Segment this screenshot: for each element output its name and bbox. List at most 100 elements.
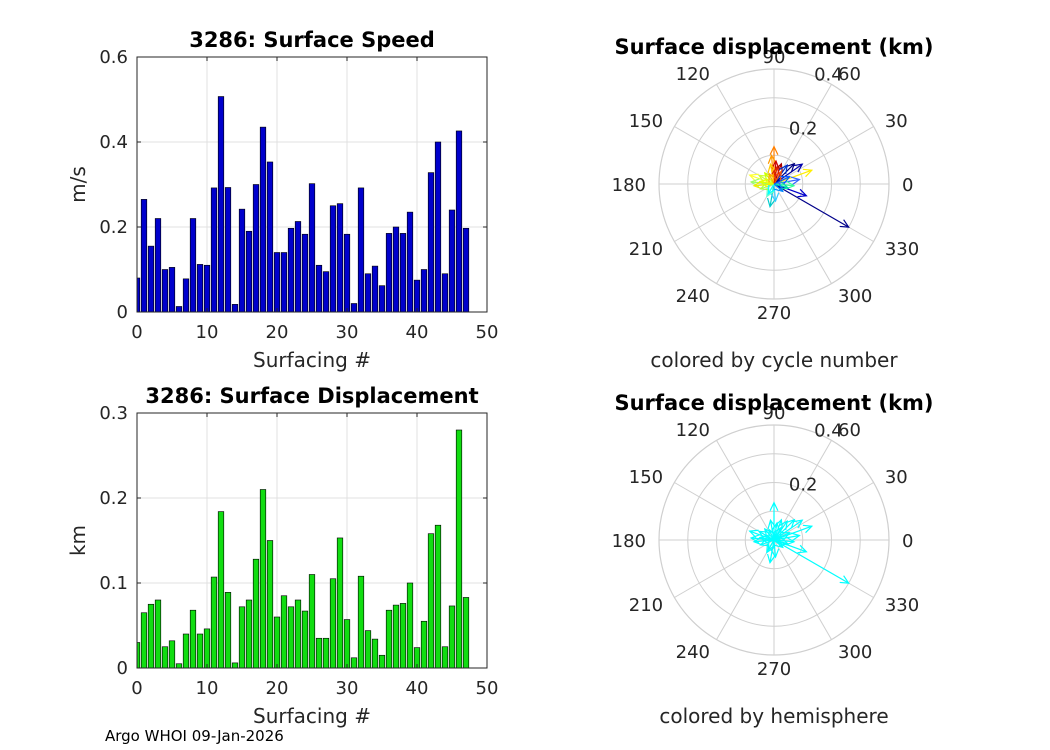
displacement-arrow — [773, 519, 804, 541]
displacement-arrow — [758, 534, 775, 544]
bar — [406, 582, 414, 669]
bar — [266, 540, 274, 669]
arrow-head — [768, 528, 777, 539]
displacement-arrow — [768, 528, 777, 541]
x-tick-label: 0 — [131, 322, 142, 343]
arrow-shaft — [773, 176, 790, 185]
bar-chart-2: 0 10 20 30 40 50 0 0.1 0.2 0.3 3286: Surface Displ… — [66, 384, 498, 728]
arrow-head — [748, 173, 759, 183]
displacement-arrow — [766, 539, 775, 554]
arrow-head — [769, 501, 779, 511]
displacement-arrow — [773, 531, 791, 541]
arrow-shaft — [759, 180, 775, 185]
arrow-head — [802, 168, 814, 178]
arrow-shaft — [773, 527, 782, 541]
arrow-shaft — [773, 183, 784, 192]
arrow-shaft — [773, 183, 777, 202]
bar — [238, 606, 246, 669]
arrow-head — [773, 538, 784, 549]
bar — [343, 233, 351, 313]
bar — [203, 628, 211, 669]
bar — [308, 183, 316, 313]
arrow-head — [773, 526, 782, 537]
bar — [350, 657, 358, 669]
bar — [448, 209, 456, 313]
x-tick-label: 40 — [406, 322, 429, 343]
y-axis-label: km — [66, 525, 90, 556]
arrow-head — [771, 165, 781, 176]
bar — [336, 537, 344, 669]
y-axis-label: m/s — [66, 166, 90, 203]
bar — [175, 663, 183, 669]
bar — [308, 574, 316, 669]
bar — [301, 610, 309, 669]
bar — [252, 184, 260, 313]
polar-spoke — [674, 539, 775, 598]
arrow-head — [748, 529, 759, 539]
arrow-shaft — [773, 539, 849, 584]
arrow-head — [767, 518, 777, 530]
angle-label: 90 — [763, 403, 786, 424]
bar — [280, 252, 288, 313]
arrow-head — [758, 178, 769, 188]
angle-label: 330 — [885, 595, 919, 616]
displacement-arrow — [773, 182, 784, 193]
displacement-arrow — [773, 538, 784, 549]
arrow-shaft — [768, 529, 775, 541]
polar-spoke — [773, 539, 832, 640]
displacement-arrow — [773, 170, 782, 185]
y-tick-label: 0.4 — [99, 132, 128, 153]
displacement-arrow — [770, 183, 780, 203]
bar — [238, 208, 246, 313]
bar — [399, 233, 407, 313]
bar-chart-0: 0 10 20 30 40 50 0 0.2 0.4 0.6 3286: Surface Speed… — [66, 28, 498, 372]
arrow-head — [752, 180, 763, 190]
bar — [147, 245, 155, 313]
arrow-head — [839, 219, 850, 228]
bar — [196, 633, 204, 669]
angle-label: 120 — [676, 420, 710, 441]
arrow-head — [766, 187, 775, 198]
arrow-head — [839, 575, 850, 584]
bar — [294, 599, 302, 669]
arrow-head — [780, 531, 791, 541]
arrow-head — [793, 163, 804, 173]
radial-tick-label: 0.2 — [789, 118, 818, 139]
y-tick-label: 0.2 — [99, 217, 128, 238]
arrow-shaft — [773, 183, 849, 228]
arrow-head — [790, 176, 801, 186]
x-tick-label: 0 — [131, 678, 142, 699]
bar — [245, 230, 253, 313]
displacement-arrow — [773, 518, 796, 541]
y-tick-label: 0.1 — [99, 573, 128, 594]
arrow-head — [752, 536, 763, 546]
angle-label: 300 — [838, 642, 872, 663]
bar — [378, 285, 386, 313]
polar-spoke — [716, 183, 775, 284]
x-tick-label: 20 — [266, 678, 289, 699]
arrow-head — [785, 162, 796, 173]
angle-label: 60 — [838, 420, 861, 441]
arrow-shaft — [759, 536, 775, 541]
bar — [378, 654, 386, 669]
x-axis-label: Surfacing # — [253, 704, 371, 728]
bar — [280, 595, 288, 669]
bar — [301, 233, 309, 313]
arrow-shaft — [766, 539, 775, 553]
bar — [273, 252, 281, 313]
bar — [455, 429, 463, 669]
bar — [315, 637, 323, 669]
arrow-head — [797, 188, 808, 198]
bar — [161, 269, 169, 313]
bar — [182, 278, 190, 313]
bar — [413, 279, 421, 313]
x-axis-label: Surfacing # — [253, 348, 371, 372]
bar — [427, 172, 435, 313]
arrow-head — [785, 518, 796, 529]
y-tick-label: 0.2 — [99, 488, 128, 509]
arrow-shaft — [773, 519, 795, 541]
angle-label: 270 — [757, 303, 791, 324]
bar — [322, 637, 330, 669]
bar — [210, 576, 218, 669]
bar — [371, 638, 379, 669]
